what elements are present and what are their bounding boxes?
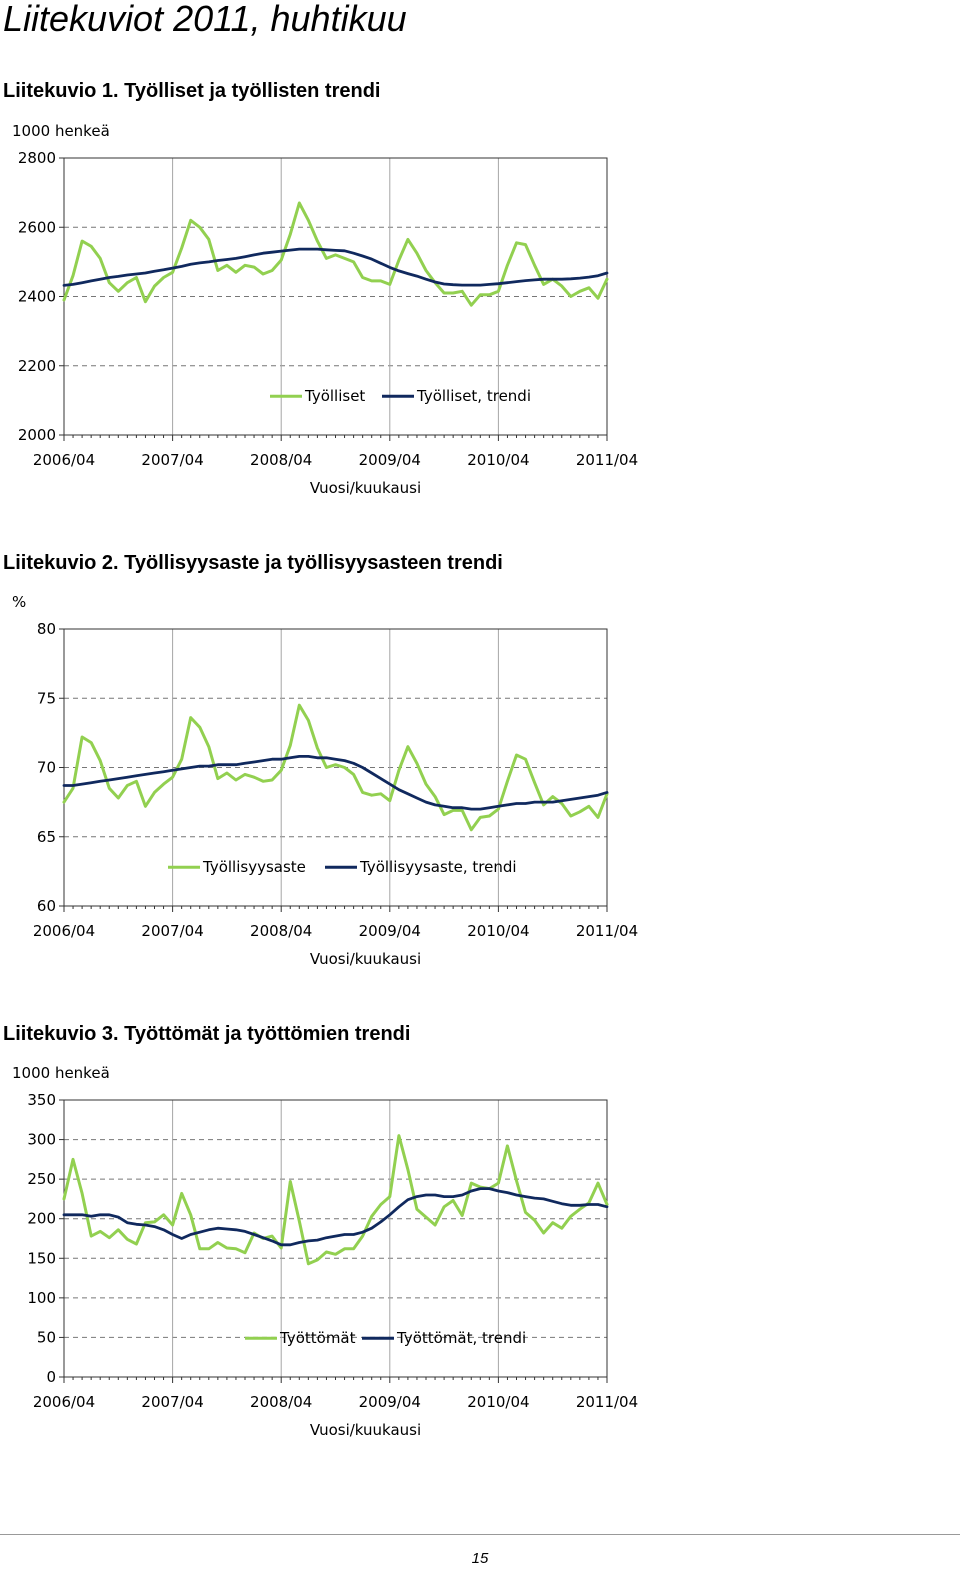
y-unit-label: %	[12, 593, 26, 611]
legend-label: Työlliset	[304, 387, 365, 405]
y-tick-label: 350	[27, 1091, 56, 1109]
chart-tyottomat: 1000 henkeä 0 50 100 150 200 250 300 350 2006/04 2…	[12, 1064, 638, 1439]
y-unit-label: 1000 henkeä	[12, 122, 110, 140]
legend-label: Työttömät, trendi	[396, 1329, 526, 1347]
y-tick-label: 2400	[18, 288, 56, 306]
series-line-trend	[62, 754, 609, 811]
series-line-monthly	[62, 703, 609, 832]
legend-label: Työllisyysaste, trendi	[359, 858, 517, 876]
y-tick-label: 80	[37, 620, 56, 638]
y-tick-label: 50	[37, 1328, 56, 1346]
chart-tyollisyysaste: % 60 65 70 75 80 2006/04 2007/04 2008/04 2009/04 2…	[12, 593, 638, 968]
y-tick-label: 200	[27, 1210, 56, 1228]
y-tick-label: 0	[46, 1368, 56, 1386]
y-tick-label: 300	[27, 1131, 56, 1149]
y-tick-label: 2800	[18, 149, 56, 167]
legend-label: Työlliset, trendi	[416, 387, 531, 405]
footer-divider	[0, 1534, 960, 1535]
x-tick-label: 2007/04	[141, 451, 203, 469]
x-tick-label: 2008/04	[250, 451, 312, 469]
x-tick-label: 2009/04	[359, 1393, 421, 1411]
series-line-trend	[62, 247, 609, 287]
y-tick-label: 2000	[18, 426, 56, 444]
x-axis-title: Vuosi/kuukausi	[310, 1421, 421, 1439]
chart-tyolliset: 1000 henkeä 2000 2200 2400 2600 2800 2006/04 20…	[12, 122, 638, 497]
x-tick-label: 2006/04	[33, 1393, 95, 1411]
x-tick-label: 2007/04	[141, 1393, 203, 1411]
y-tick-label: 2600	[18, 218, 56, 236]
y-tick-label: 150	[27, 1249, 56, 1267]
x-tick-label: 2011/04	[576, 922, 638, 940]
x-axis-title: Vuosi/kuukausi	[310, 950, 421, 968]
x-tick-label: 2010/04	[467, 922, 529, 940]
legend-label: Työllisyysaste	[202, 858, 306, 876]
page-number: 15	[471, 1550, 489, 1567]
series-line-monthly	[62, 1134, 609, 1266]
y-unit-label: 1000 henkeä	[12, 1064, 110, 1082]
y-tick-label: 100	[27, 1289, 56, 1307]
series-line-monthly	[62, 201, 609, 307]
x-tick-label: 2006/04	[33, 922, 95, 940]
x-tick-label: 2009/04	[359, 451, 421, 469]
y-tick-label: 60	[37, 897, 56, 915]
x-tick-label: 2006/04	[33, 451, 95, 469]
figure-caption-2: Liitekuvio 2. Työllisyysaste ja työllisy…	[3, 552, 503, 574]
y-tick-label: 70	[37, 759, 56, 777]
y-tick-label: 250	[27, 1170, 56, 1188]
x-tick-label: 2008/04	[250, 1393, 312, 1411]
x-tick-label: 2010/04	[467, 1393, 529, 1411]
series-line-trend	[62, 1187, 609, 1247]
x-tick-label: 2011/04	[576, 451, 638, 469]
y-tick-label: 2200	[18, 357, 56, 375]
figure-caption-1: Liitekuvio 1. Työlliset ja työllisten tr…	[3, 80, 381, 102]
x-axis-title: Vuosi/kuukausi	[310, 479, 421, 497]
y-tick-label: 75	[37, 689, 56, 707]
x-tick-label: 2008/04	[250, 922, 312, 940]
x-tick-label: 2011/04	[576, 1393, 638, 1411]
x-tick-label: 2007/04	[141, 922, 203, 940]
page-title: Liitekuviot 2011, huhtikuu	[3, 0, 407, 39]
x-tick-label: 2010/04	[467, 451, 529, 469]
legend-label: Työttömät	[279, 1329, 356, 1347]
y-tick-label: 65	[37, 828, 56, 846]
figure-caption-3: Liitekuvio 3. Työttömät ja työttömien tr…	[3, 1023, 411, 1045]
x-tick-label: 2009/04	[359, 922, 421, 940]
